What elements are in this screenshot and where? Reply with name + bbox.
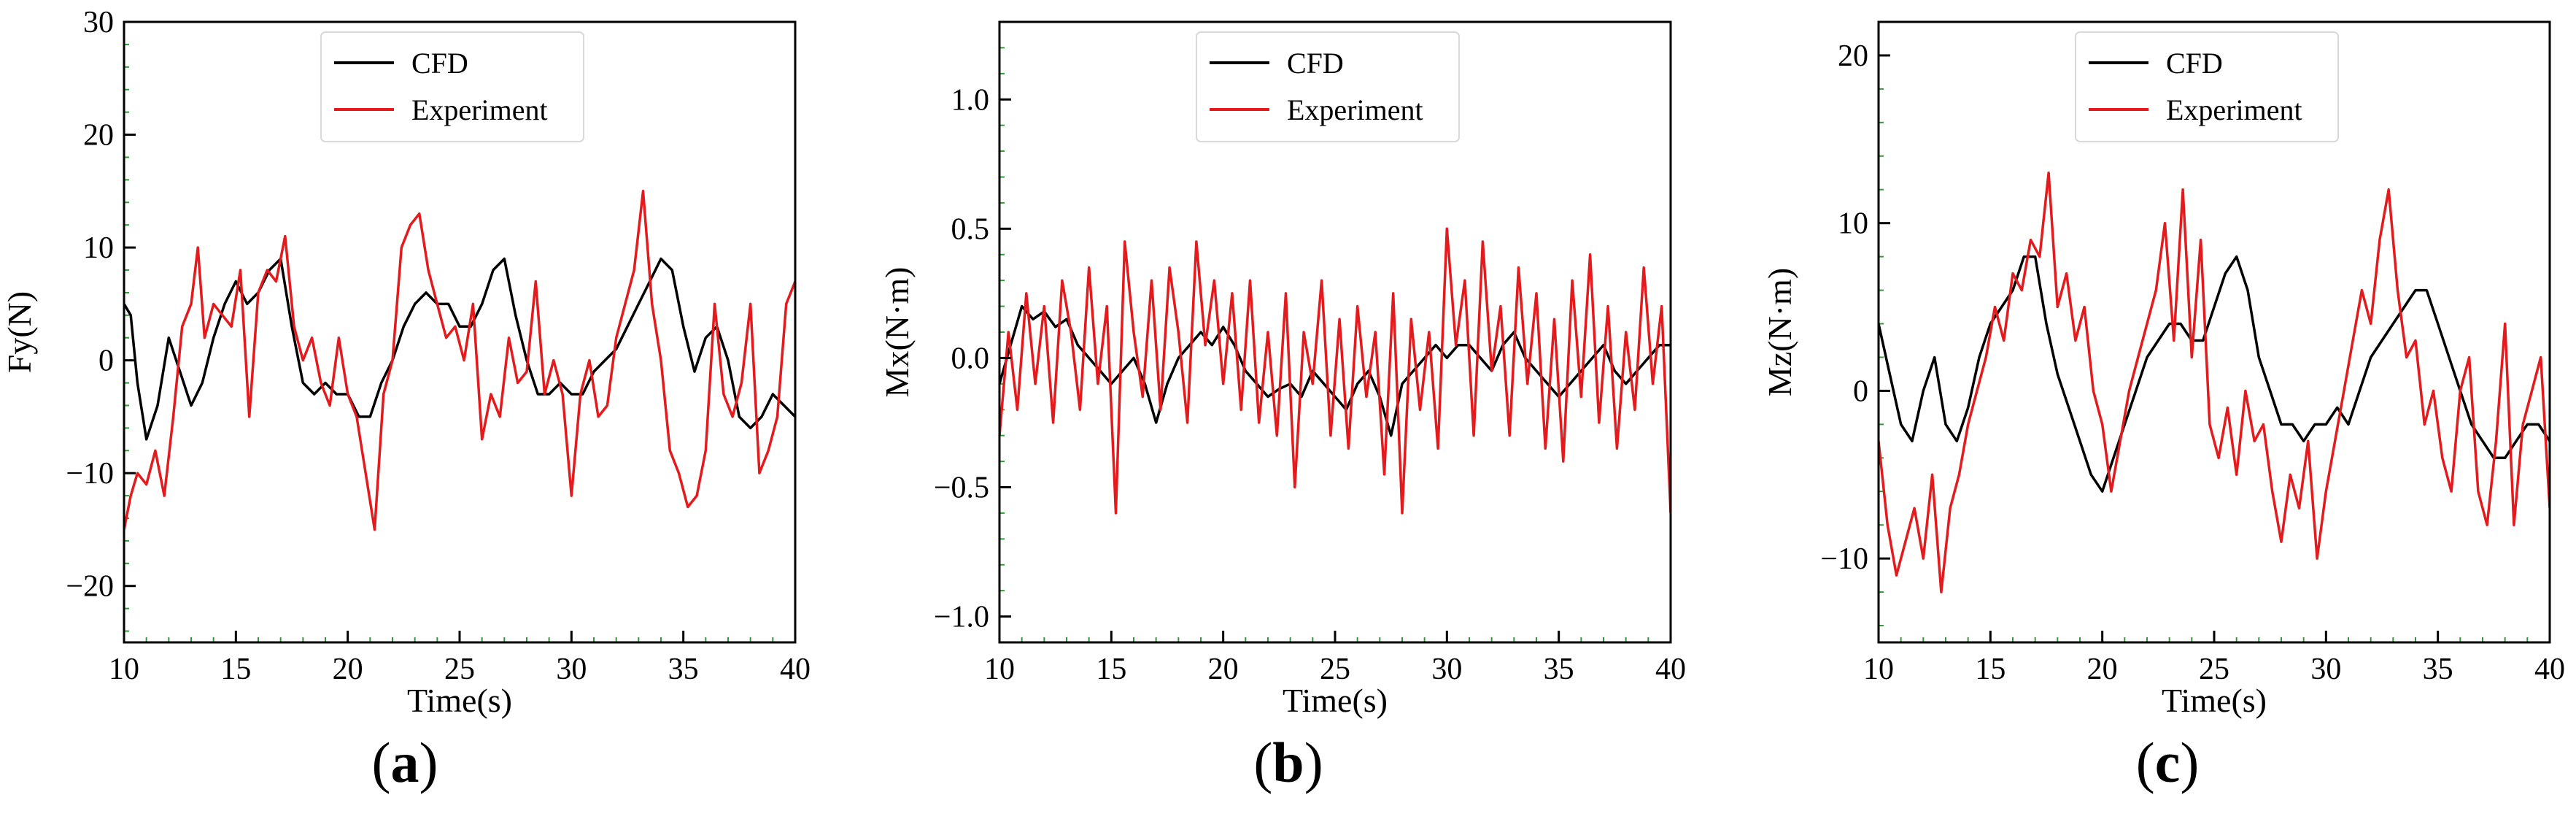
- x-tick-label: 30: [2310, 653, 2341, 686]
- y-axis-label: Mz(N·m): [1761, 268, 1798, 396]
- legend-box: [320, 31, 584, 142]
- x-axis-label: Time(s): [2162, 682, 2267, 719]
- x-tick-label: 15: [1096, 653, 1126, 686]
- x-tick-label: 40: [1655, 653, 1686, 686]
- legend-label-cfd: CFD: [411, 47, 468, 80]
- panel-letter-a: a: [390, 731, 419, 794]
- y-tick-label: −1.0: [934, 601, 989, 634]
- series-experiment-line-c: [1879, 172, 2550, 593]
- x-tick-label: 10: [109, 653, 139, 686]
- y-axis-label: Mx(N·m): [878, 267, 916, 398]
- y-tick-label: −20: [66, 570, 114, 604]
- panel-label-a: (a): [371, 731, 438, 794]
- x-tick-label: 40: [780, 653, 811, 686]
- legend-c: CFD Experiment: [2075, 31, 2339, 142]
- legend-a: CFD Experiment: [320, 31, 584, 142]
- x-tick-label: 25: [2199, 653, 2229, 686]
- x-tick-label: 35: [1544, 653, 1574, 686]
- legend-b: CFD Experiment: [1196, 31, 1460, 142]
- y-tick-label: −0.5: [934, 472, 989, 505]
- x-tick-label: 15: [220, 653, 251, 686]
- y-tick-label: 20: [1838, 39, 1868, 73]
- series-experiment-line-b: [999, 227, 1671, 515]
- legend-box: [2075, 31, 2339, 142]
- x-tick-label: 20: [333, 653, 363, 686]
- chart-panel-c: 10 15 20 25 30 35 40 −10 0 10 20 Time(s) Mz(N·m) CFD E…: [1761, 20, 2565, 719]
- x-tick-label: 30: [556, 653, 587, 686]
- x-tick-label: 15: [1975, 653, 2006, 686]
- legend-label-experiment: Experiment: [411, 93, 548, 126]
- y-axis-label: Fy(N): [1, 291, 38, 373]
- legend-label-cfd: CFD: [2166, 47, 2223, 80]
- y-tick-label: 0.5: [951, 212, 990, 246]
- legend-box: [1196, 31, 1460, 142]
- y-tick-label: 20: [83, 119, 114, 153]
- y-tick-label: −10: [66, 457, 114, 491]
- chart-panel-b: 10 15 20 25 30 35 40 −1.0 −0.5 0.0 0.5 1.0 Time(s) Mx…: [878, 20, 1686, 719]
- series-cfd-line-c: [1879, 255, 2550, 493]
- x-tick-label: 35: [668, 653, 699, 686]
- y-tick-label: 0: [1853, 374, 1868, 408]
- legend-label-experiment: Experiment: [2166, 93, 2302, 126]
- legend-label-experiment: Experiment: [1287, 93, 1423, 126]
- y-tick-label: 30: [83, 6, 114, 39]
- x-tick-label: 10: [1863, 653, 1894, 686]
- y-tick-label: 0.0: [951, 342, 990, 375]
- panel-label-c: (c): [2135, 731, 2200, 794]
- x-tick-label: 30: [1431, 653, 1462, 686]
- x-tick-label: 25: [444, 653, 475, 686]
- x-tick-label: 20: [2087, 653, 2118, 686]
- x-tick-label: 35: [2423, 653, 2453, 686]
- chart-panel-a: 10 15 20 25 30 35 40 −20 −10 0 10 20 30 Time(s) Fy(N) C…: [1, 6, 811, 719]
- x-axis-label: Time(s): [407, 682, 512, 719]
- y-tick-label: −10: [1820, 542, 1868, 576]
- x-tick-label: 40: [2534, 653, 2565, 686]
- y-tick-label: 0: [98, 345, 114, 378]
- x-tick-label: 20: [1208, 653, 1239, 686]
- panel-label-b: (b): [1253, 731, 1323, 794]
- x-tick-label: 10: [984, 653, 1015, 686]
- y-tick-label: 1.0: [951, 83, 990, 117]
- y-tick-label: 10: [1838, 207, 1868, 241]
- legend-label-cfd: CFD: [1287, 47, 1344, 80]
- series-experiment-line-a: [124, 190, 795, 531]
- panel-letter-b: b: [1272, 731, 1304, 794]
- series-cfd-line-a: [124, 257, 795, 441]
- x-axis-label: Time(s): [1283, 682, 1388, 719]
- panel-letter-c: c: [2154, 731, 2181, 794]
- x-tick-label: 25: [1320, 653, 1350, 686]
- y-tick-label: 10: [83, 231, 114, 265]
